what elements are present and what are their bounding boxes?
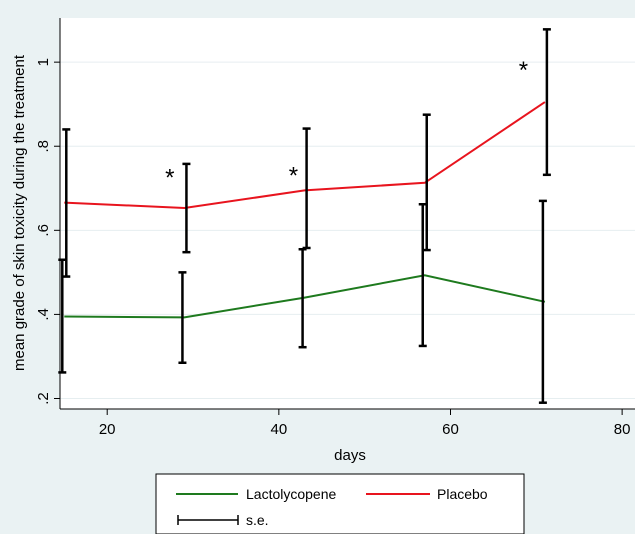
y-tick-label: .8 (35, 140, 52, 153)
significance-marker: * (519, 57, 528, 84)
series-line-placebo (64, 101, 546, 210)
significance-marker: * (165, 164, 174, 191)
axes: .2 .4 .6 .8 1 20 40 60 80 (35, 58, 630, 438)
x-tick-label: 80 (614, 421, 631, 438)
significance-marker: * (289, 162, 298, 189)
errorbar-lactolycopene (58, 258, 67, 374)
y-tick-label: 1 (35, 58, 52, 66)
legend-label-se: s.e. (246, 512, 269, 528)
grid (60, 61, 635, 399)
errorbar-placebo (422, 113, 431, 252)
errorbar-lactolycopene (178, 271, 187, 365)
series-line-lactolycopene (64, 274, 546, 319)
x-axis-label: days (334, 447, 366, 464)
errorbar-placebo (542, 28, 551, 177)
y-tick-label: .6 (35, 224, 52, 237)
series-layer (64, 101, 546, 319)
errorbar-placebo (302, 127, 311, 250)
y-tick-label: .4 (35, 308, 52, 321)
errorbar-lactolycopene (298, 247, 307, 349)
x-tick-label: 60 (442, 421, 459, 438)
annotations-layer: * * * (165, 57, 528, 191)
plot-area (60, 18, 635, 409)
y-axis-label: mean grade of skin toxicity during the t… (11, 54, 28, 371)
x-tick-label: 40 (270, 421, 287, 438)
x-tick-label: 20 (99, 421, 116, 438)
legend-box (155, 473, 525, 534)
errorbar-placebo (62, 128, 71, 278)
legend-label-lactolycopene: Lactolycopene (246, 486, 337, 502)
errorbar-lactolycopene (418, 203, 427, 348)
errorbar-lactolycopene (538, 199, 547, 404)
errorbar-placebo (182, 162, 191, 254)
legend-label-placebo: Placebo (437, 486, 488, 502)
y-tick-label: .2 (35, 392, 52, 405)
legend-swatch-se (177, 515, 239, 525)
legend: Lactolycopene Placebo s.e. (155, 473, 525, 534)
errorbars-layer (58, 28, 551, 404)
